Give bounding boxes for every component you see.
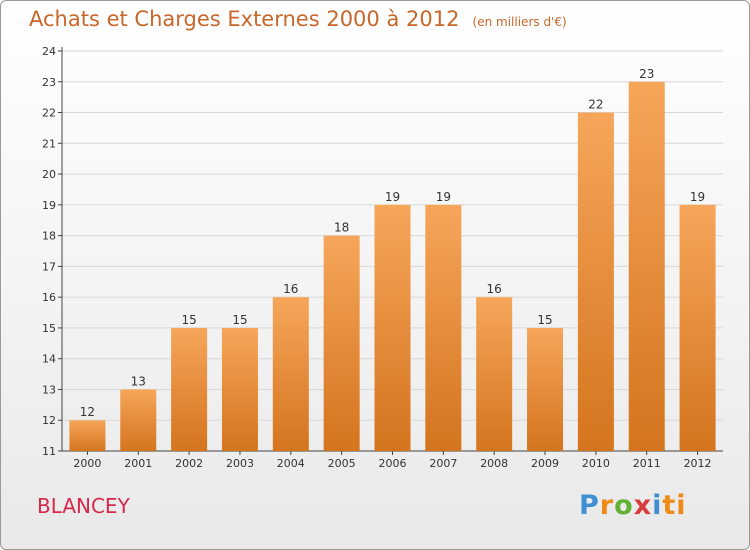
- bar-value-label: 15: [232, 313, 247, 327]
- y-tick-label: 19: [42, 199, 56, 212]
- y-tick-label: 11: [42, 445, 56, 458]
- x-tick-label: 2005: [328, 457, 356, 470]
- bar-value-label: 15: [537, 313, 552, 327]
- bar: [425, 204, 462, 451]
- bar: [221, 327, 258, 451]
- bar: [323, 235, 360, 451]
- x-tick-label: 2012: [684, 457, 712, 470]
- bar-value-label: 15: [181, 313, 196, 327]
- logo-letter: i: [652, 490, 663, 521]
- proxiti-logo: Proxiti: [579, 490, 687, 521]
- logo-letter: r: [599, 490, 615, 521]
- y-tick-label: 15: [42, 322, 56, 335]
- bar: [272, 297, 309, 451]
- bar-value-label: 13: [131, 374, 146, 388]
- x-tick-label: 2007: [429, 457, 457, 470]
- x-tick-label: 2002: [175, 457, 203, 470]
- y-tick-label: 14: [42, 353, 56, 366]
- bar-value-label: 19: [436, 190, 451, 204]
- bar-value-label: 19: [385, 190, 400, 204]
- y-tick-label: 20: [42, 168, 56, 181]
- bar-value-label: 19: [690, 190, 705, 204]
- chart-title: Achats et Charges Externes 2000 à 2012 (…: [29, 7, 567, 31]
- x-tick-label: 2001: [124, 457, 152, 470]
- x-tick-label: 2008: [480, 457, 508, 470]
- x-tick-label: 2011: [633, 457, 661, 470]
- bar-value-label: 16: [283, 282, 298, 296]
- bar: [476, 297, 513, 451]
- x-tick-label: 2004: [277, 457, 305, 470]
- y-tick-label: 18: [42, 230, 56, 243]
- bar: [628, 81, 665, 452]
- bar-value-label: 18: [334, 221, 349, 235]
- y-tick-label: 23: [42, 76, 56, 89]
- bar-value-label: 12: [80, 405, 95, 419]
- x-tick-label: 2006: [379, 457, 407, 470]
- logo-letter: P: [579, 490, 600, 521]
- x-tick-label: 2000: [73, 457, 101, 470]
- bar-value-label: 23: [639, 67, 654, 81]
- city-name: BLANCEY: [37, 494, 130, 518]
- bar: [120, 389, 157, 451]
- x-tick-label: 2010: [582, 457, 610, 470]
- chart-title-text: Achats et Charges Externes 2000 à 2012: [29, 7, 460, 31]
- y-tick-label: 12: [42, 414, 56, 427]
- y-tick-label: 24: [42, 45, 56, 58]
- bar-value-label: 22: [588, 98, 603, 112]
- logo-letter: ti: [662, 490, 687, 521]
- y-tick-label: 21: [42, 137, 56, 150]
- bar-value-label: 16: [487, 282, 502, 296]
- y-tick-label: 13: [42, 383, 56, 396]
- bar: [577, 112, 614, 452]
- logo-letter: o: [614, 490, 634, 521]
- y-tick-label: 16: [42, 291, 56, 304]
- y-tick-label: 17: [42, 260, 56, 273]
- bar: [171, 327, 208, 451]
- bar: [69, 420, 106, 451]
- y-tick-label: 22: [42, 107, 56, 120]
- bar: [374, 204, 411, 451]
- x-tick-label: 2003: [226, 457, 254, 470]
- logo-letter: x: [633, 490, 653, 521]
- bar: [527, 327, 564, 451]
- bar: [679, 204, 716, 451]
- chart-unit-text: (en milliers d'€): [472, 15, 567, 29]
- x-tick-label: 2009: [531, 457, 559, 470]
